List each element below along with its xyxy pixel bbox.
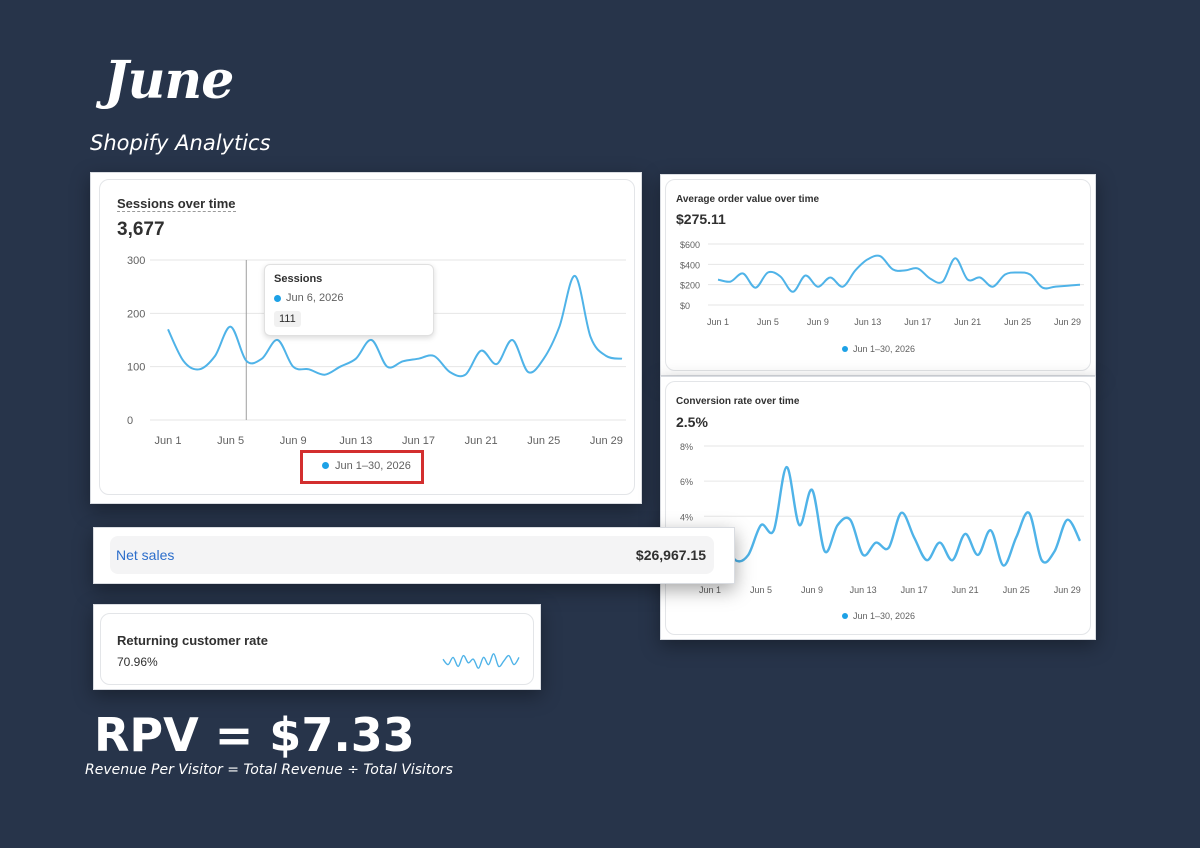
y-tick-label: 6% (680, 477, 693, 487)
tooltip-value: 111 (274, 311, 301, 327)
y-tick-label: $200 (680, 281, 700, 291)
aov-chart: $0 $200 $400 $600 Jun 1 Jun 5 Jun 9 Jun 13 Jun 1… (680, 240, 1084, 327)
page-subtitle: Shopify Analytics (90, 131, 271, 155)
aov-screenshot: Average order value over time $275.11 $0… (660, 174, 1096, 376)
sessions-title: Sessions over time (117, 196, 236, 212)
y-tick-label: 300 (127, 255, 145, 267)
y-tick-label: 4% (680, 512, 693, 522)
aov-total: $275.11 (676, 211, 726, 227)
returning-label: Returning customer rate (117, 633, 268, 648)
sessions-screenshot: Sessions over time 3,677 0 100 200 300 Jun 1… (90, 172, 642, 504)
x-tick-label: Jun 1 (155, 435, 182, 447)
x-tick-label: Jun 1 (707, 317, 729, 327)
conversion-legend[interactable]: Jun 1–30, 2026 (842, 611, 915, 621)
series-line (709, 465, 1082, 567)
rpv-definition: Revenue Per Visitor = Total Revenue ÷ To… (85, 762, 453, 778)
sessions-legend-label: Jun 1–30, 2026 (335, 460, 411, 472)
conversion-chart: 4% 6% 8% Jun 1 Jun 5 Jun 9 Jun 13 Jun 17 Jun 21 J… (680, 442, 1084, 595)
x-tick-label: Jun 17 (901, 585, 928, 595)
y-tick-label: 100 (127, 362, 145, 374)
y-tick-label: 200 (127, 308, 145, 320)
sessions-tooltip: Sessions Jun 6, 2026 111 (264, 264, 434, 336)
conversion-legend-label: Jun 1–30, 2026 (853, 611, 916, 621)
x-tick-label: Jun 1 (699, 585, 721, 595)
net-sales-label[interactable]: Net sales (116, 547, 175, 563)
x-tick-label: Jun 17 (402, 435, 435, 447)
aov-legend[interactable]: Jun 1–30, 2026 (842, 344, 915, 354)
x-tick-label: Jun 13 (339, 435, 372, 447)
x-tick-label: Jun 29 (590, 435, 623, 447)
tooltip-dot (274, 295, 281, 302)
returning-screenshot: Returning customer rate 70.96% (93, 604, 541, 690)
x-tick-label: Jun 25 (1004, 317, 1031, 327)
sessions-legend[interactable]: Jun 1–30, 2026 (322, 460, 411, 472)
aov-card: Average order value over time $275.11 $0… (665, 179, 1091, 371)
x-tick-label: Jun 25 (1003, 585, 1030, 595)
legend-dot (842, 346, 848, 352)
conversion-total: 2.5% (676, 414, 708, 430)
month-title: June (104, 50, 234, 111)
sessions-total: 3,677 (117, 219, 165, 240)
returning-sparkline (442, 653, 520, 669)
net-sales-screenshot: Net sales $26,967.15 (93, 527, 735, 584)
y-tick-label: 8% (680, 442, 693, 452)
returning-value: 70.96% (117, 655, 158, 669)
x-tick-label: Jun 9 (801, 585, 823, 595)
x-tick-label: Jun 5 (757, 317, 779, 327)
x-tick-label: Jun 9 (280, 435, 307, 447)
x-tick-label: Jun 5 (750, 585, 772, 595)
x-tick-label: Jun 29 (1054, 585, 1081, 595)
tooltip-title: Sessions (274, 273, 323, 285)
aov-title: Average order value over time (676, 194, 820, 205)
aov-legend-label: Jun 1–30, 2026 (853, 344, 916, 354)
x-tick-label: Jun 25 (527, 435, 560, 447)
returning-card: Returning customer rate 70.96% (100, 613, 534, 685)
legend-dot (322, 462, 329, 469)
y-tick-label: 0 (127, 415, 133, 427)
legend-dot (842, 613, 848, 619)
sessions-legend-highlight (300, 450, 424, 484)
x-tick-label: Jun 17 (904, 317, 931, 327)
series-line (717, 254, 1081, 293)
y-tick-label: $600 (680, 240, 700, 250)
x-tick-label: Jun 13 (854, 317, 881, 327)
conversion-card: Conversion rate over time 2.5% 4% 6% 8% Jun… (665, 381, 1091, 635)
x-tick-label: Jun 9 (807, 317, 829, 327)
x-tick-label: Jun 5 (217, 435, 244, 447)
tooltip-date: Jun 6, 2026 (286, 292, 344, 304)
rpv-formula: RPV = $7.33 (94, 708, 415, 762)
x-tick-label: Jun 21 (954, 317, 981, 327)
net-sales-row[interactable]: Net sales $26,967.15 (110, 536, 714, 574)
x-tick-label: Jun 29 (1054, 317, 1081, 327)
x-tick-label: Jun 21 (465, 435, 498, 447)
conversion-title: Conversion rate over time (676, 396, 800, 407)
sessions-card: Sessions over time 3,677 0 100 200 300 Jun 1… (99, 179, 635, 495)
x-tick-label: Jun 21 (952, 585, 979, 595)
net-sales-value: $26,967.15 (635, 547, 706, 563)
conversion-screenshot: Conversion rate over time 2.5% 4% 6% 8% Jun… (660, 376, 1096, 640)
series-line (167, 274, 623, 378)
sparkline-line (442, 653, 520, 669)
sessions-chart: 0 100 200 300 Jun 1 Jun 5 Jun 9 Jun 13 Jun 17 Jun… (127, 255, 626, 447)
y-tick-label: $400 (680, 260, 700, 270)
x-tick-label: Jun 13 (850, 585, 877, 595)
y-tick-label: $0 (680, 301, 690, 311)
